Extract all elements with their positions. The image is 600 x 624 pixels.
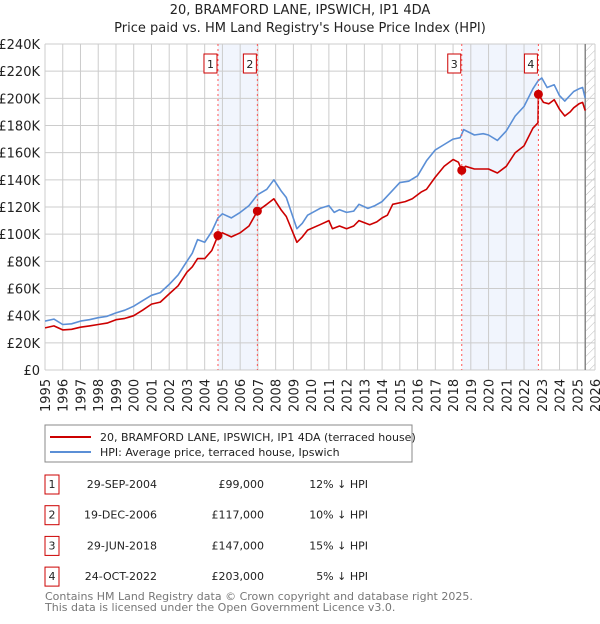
y-tick-label: £80K [7, 255, 41, 270]
sales-table: 1 29-SEP-2004 £99,000 12% ↓ HPI 2 19-DEC-2006… [44, 474, 368, 587]
y-tick-label: £0 [23, 364, 40, 379]
x-tick-label: 1998 [92, 379, 107, 412]
x-tick-label: 2008 [270, 379, 285, 412]
y-tick-label: £40K [7, 310, 41, 325]
x-tick-label: 2014 [376, 379, 391, 412]
sale-price: £203,000 [212, 570, 265, 583]
x-tick-label: 1996 [57, 379, 72, 412]
y-tick-label: £100K [0, 228, 40, 243]
sale-number-box [44, 535, 60, 556]
sale-number: 2 [49, 509, 56, 522]
sale-point [457, 165, 467, 175]
x-tick-label: 2026 [589, 379, 600, 412]
chart-subtitle: Price paid vs. HM Land Registry's House … [114, 21, 486, 36]
sale-number-box [44, 505, 60, 526]
x-tick-label: 2018 [447, 379, 462, 412]
sale-price: £99,000 [219, 478, 265, 491]
sale-hpi-diff: 15% ↓ HPI [309, 539, 368, 552]
x-tick-label: 2020 [483, 379, 498, 412]
legend: 20, BRAMFORD LANE, IPSWICH, IP1 4DA (ter… [44, 424, 416, 463]
x-tick-label: 1997 [74, 379, 89, 412]
x-tick-label: 2005 [216, 379, 231, 412]
sale-date: 29-JUN-2018 [87, 539, 157, 552]
sale-label: 3 [451, 58, 458, 71]
x-tick-label: 2011 [323, 379, 338, 412]
x-tick-label: 2022 [518, 379, 533, 412]
sale-hpi-diff: 10% ↓ HPI [309, 509, 368, 522]
hpi-line [45, 77, 586, 326]
x-tick-label: 2009 [287, 379, 302, 412]
x-tick-label: 2003 [181, 379, 196, 412]
chart-title: 20, BRAMFORD LANE, IPSWICH, IP1 4DA [170, 3, 431, 18]
sale-label: 2 [246, 58, 253, 71]
sale-number: 4 [49, 570, 56, 583]
x-tick-label: 2023 [536, 379, 551, 412]
x-tick-label: 2016 [412, 379, 427, 412]
y-tick-label: £20K [7, 337, 41, 352]
y-tick-label: £240K [0, 38, 40, 53]
x-tick-label: 2010 [305, 379, 320, 412]
sale-date: 19-DEC-2006 [84, 509, 157, 522]
sale-label-box [447, 53, 462, 74]
y-tick-label: £200K [0, 92, 40, 107]
legend-label-hpi: HPI: Average price, terraced house, Ipsw… [100, 446, 340, 459]
x-tick-label: 2007 [252, 379, 267, 412]
sale-number: 1 [49, 478, 56, 491]
x-tick-label: 2013 [358, 379, 373, 412]
y-tick-label: £60K [7, 283, 41, 298]
sale-label-box [203, 53, 218, 74]
property-price-line [45, 93, 586, 331]
x-tick-label: 2012 [341, 379, 356, 412]
sale-price: £117,000 [212, 509, 265, 522]
x-tick-label: 2017 [429, 379, 444, 412]
x-tick-label: 2019 [465, 379, 480, 412]
footer-licence: This data is licensed under the Open Gov… [44, 601, 395, 614]
sale-date: 24-OCT-2022 [85, 570, 157, 583]
x-tick-label: 2006 [234, 379, 249, 412]
x-tick-label: 2002 [163, 379, 178, 412]
sale-price: £147,000 [212, 539, 265, 552]
footer-copyright: Contains HM Land Registry data © Crown c… [45, 590, 473, 603]
y-tick-label: £160K [0, 147, 40, 162]
sale-point [213, 231, 223, 241]
x-tick-label: 2004 [199, 379, 214, 412]
y-tick-label: £140K [0, 174, 40, 189]
sale-number-box [44, 566, 60, 587]
sale-point [533, 89, 543, 99]
sale-label: 1 [207, 58, 214, 71]
sale-point [252, 206, 262, 216]
sale-number: 3 [49, 539, 56, 552]
sale-label-box [242, 53, 257, 74]
sale-date: 29-SEP-2004 [87, 478, 157, 491]
y-tick-label: £180K [0, 120, 40, 135]
legend-label-property: 20, BRAMFORD LANE, IPSWICH, IP1 4DA (ter… [100, 431, 416, 444]
sale-label: 4 [527, 58, 534, 71]
x-tick-label: 2025 [571, 379, 586, 412]
y-tick-label: £220K [0, 65, 40, 80]
x-tick-label: 1995 [39, 379, 54, 412]
sale-label-box [523, 53, 538, 74]
x-tick-label: 2000 [128, 379, 143, 412]
sale-hpi-diff: 5% ↓ HPI [316, 570, 368, 583]
sale-hpi-diff: 12% ↓ HPI [309, 478, 368, 491]
x-tick-label: 2021 [500, 379, 515, 412]
y-tick-label: £120K [0, 201, 40, 216]
x-tick-label: 1999 [110, 379, 125, 412]
x-tick-label: 2015 [394, 379, 409, 412]
sale-number-box [44, 474, 60, 495]
x-tick-label: 2024 [554, 379, 569, 412]
x-tick-label: 2001 [145, 379, 160, 412]
